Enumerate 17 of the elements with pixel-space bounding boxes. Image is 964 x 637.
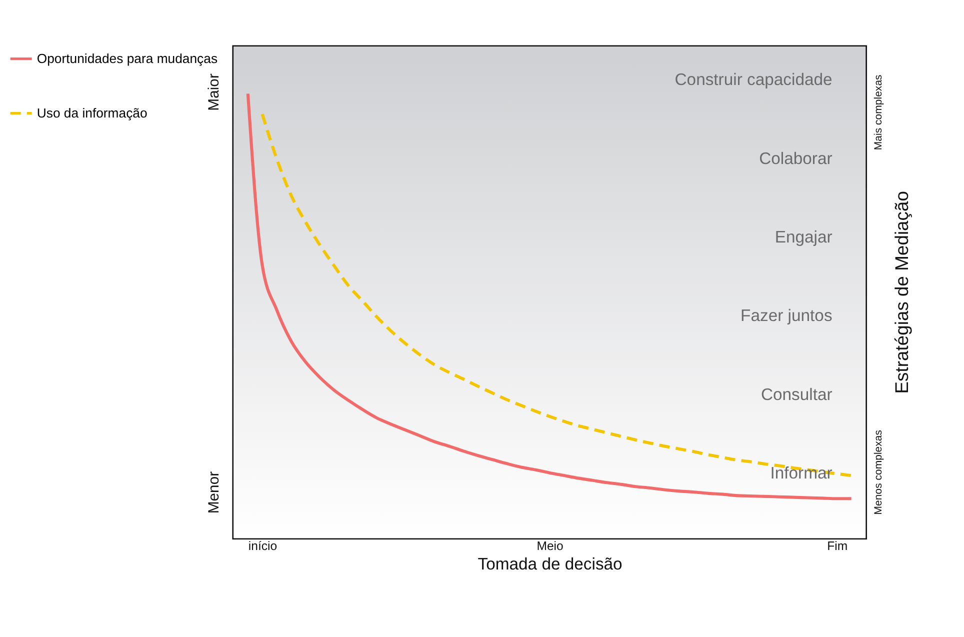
x-tick-label: início — [248, 539, 278, 554]
annotation: Engajar — [774, 228, 833, 247]
x-tick-label: Fim — [827, 539, 848, 554]
annotation: Informar — [770, 464, 833, 483]
annotation: Colaborar — [759, 148, 833, 168]
legend-label: Uso da informação — [36, 106, 148, 121]
legend-label: Oportunidades para mudanças — [36, 51, 218, 66]
annotation: Fazer juntos — [740, 306, 832, 326]
text: Menos complexas — [872, 430, 884, 515]
annotation: Consultar — [760, 384, 833, 404]
text: Construir capacidade — [674, 70, 832, 90]
y2-axis-title: Estratégias de Mediação — [890, 190, 912, 394]
x-tick-label: Meio — [536, 539, 564, 554]
text: Maior — [206, 74, 223, 111]
x-axis-title: Tomada de decisão — [478, 554, 622, 574]
text: Mais complexas — [872, 74, 884, 150]
text: Menor — [206, 471, 223, 514]
